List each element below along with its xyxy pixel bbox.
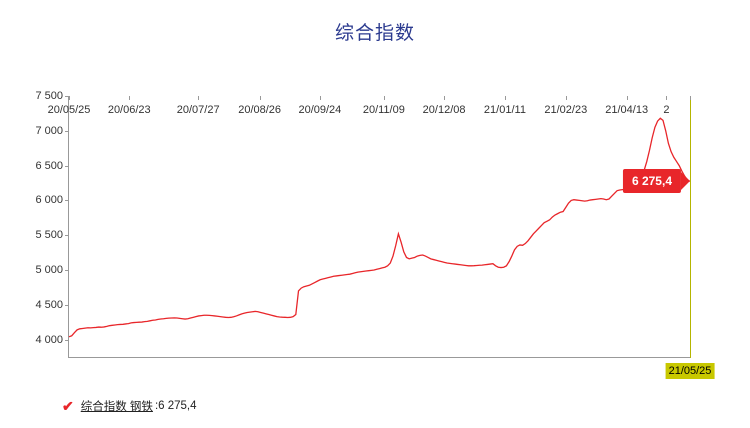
x-axis-label: 20/12/08: [422, 104, 466, 116]
chart-plot-area: 6 275,4 7 500 7 000 6 500 6 000 5 500 5 000 4 …: [35, 90, 715, 379]
x-axis-label: 20/07/27: [176, 104, 220, 116]
legend-value: 6 275,4: [158, 400, 197, 412]
x-axis-tick: [626, 96, 628, 100]
chart-legend[interactable]: ✔ 综合指数 钢铁 : 6 275,4: [62, 398, 197, 414]
y-axis-tick: [65, 165, 69, 167]
legend-separator: :: [154, 400, 159, 412]
x-axis-tick: [444, 96, 446, 100]
y-axis-tick: [65, 304, 69, 306]
x-axis-tick: [565, 96, 567, 100]
cursor-date-badge: 21/05/25: [665, 363, 715, 379]
x-axis-label: 20/11/09: [362, 104, 405, 116]
x-axis-tick: [666, 96, 668, 100]
y-axis-label: 4 500: [35, 298, 63, 311]
y-axis-label: 7 500: [35, 90, 63, 102]
x-axis-tick: [69, 96, 70, 100]
x-axis-label: 20/06/23: [107, 104, 151, 116]
x-axis-label: 20/08/26: [238, 104, 282, 116]
x-axis-tick: [198, 96, 200, 100]
series-line-steel-index: [68, 117, 691, 338]
series-line-layer: [68, 117, 691, 338]
legend-checkbox-icon[interactable]: ✔: [62, 398, 74, 414]
x-axis-tick: [690, 96, 691, 100]
y-axis-label: 6 000: [35, 194, 63, 207]
y-axis-tick: [65, 130, 69, 132]
x-axis-label: 21/04/13: [605, 104, 649, 116]
y-axis-label: 5 000: [35, 264, 63, 276]
y-axis-tick: [65, 270, 69, 271]
y-axis-label: 6 500: [35, 159, 63, 172]
x-axis-label: 20/05/25: [47, 104, 91, 116]
y-axis-tick: [65, 235, 69, 237]
y-axis-label: 5 500: [35, 229, 63, 242]
legend-series-name: 综合指数 钢铁: [80, 401, 153, 413]
cursor-vertical-line: [690, 96, 691, 358]
x-axis-tick: [259, 96, 261, 100]
x-axis-label: 21/02/23: [544, 104, 588, 116]
x-axis-tick: [504, 96, 506, 100]
x-axis-tick: [319, 96, 321, 100]
y-axis-label: 4 000: [35, 333, 63, 346]
x-axis-label: 20/09/24: [298, 104, 342, 116]
y-axis-tick: [65, 339, 69, 341]
value-callout: 6 275,4: [622, 169, 681, 194]
y-axis-label: 7 000: [35, 124, 63, 137]
x-axis-label: 2: [663, 104, 670, 116]
page-title: 综合指数: [334, 23, 415, 44]
x-axis-tick: [383, 96, 385, 100]
y-axis-tick: [65, 200, 69, 202]
x-axis-label: 21/01/11: [483, 104, 526, 116]
x-axis-tick: [129, 96, 131, 100]
y-axis-tick: [65, 96, 69, 97]
